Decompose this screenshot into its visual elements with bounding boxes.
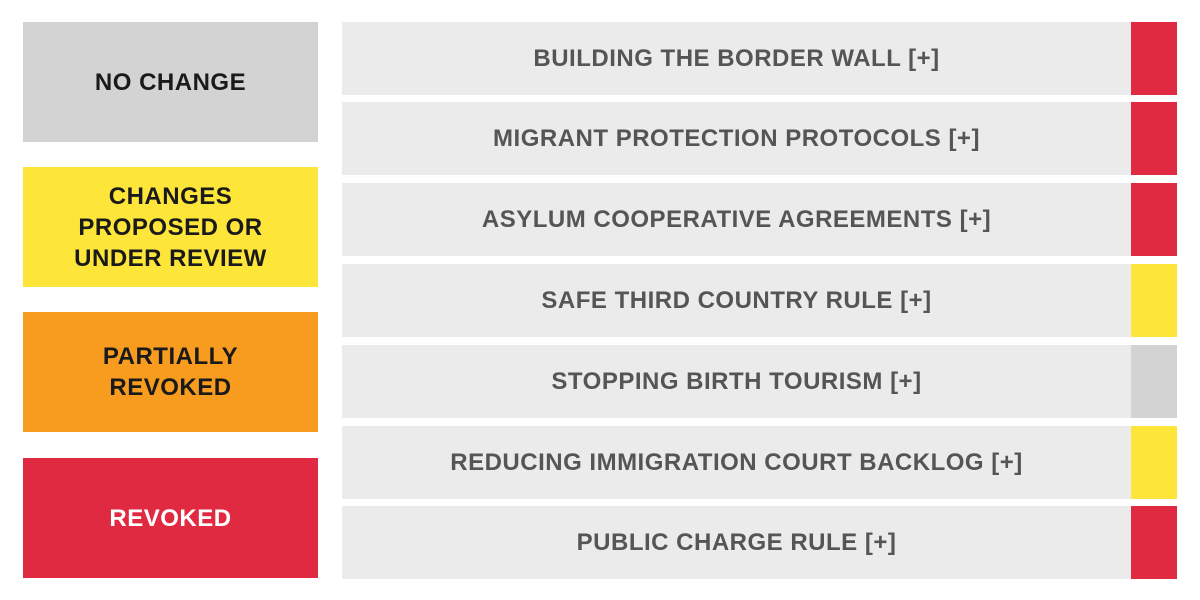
legend-item: PARTIALLY REVOKED <box>23 312 318 432</box>
legend-item: REVOKED <box>23 458 318 578</box>
status-indicator <box>1131 345 1177 418</box>
policy-row[interactable]: STOPPING BIRTH TOURISM [+] <box>342 345 1177 418</box>
policy-label[interactable]: STOPPING BIRTH TOURISM [+] <box>551 367 922 395</box>
policy-row[interactable]: REDUCING IMMIGRATION COURT BACKLOG [+] <box>342 426 1177 499</box>
policy-row[interactable]: MIGRANT PROTECTION PROTOCOLS [+] <box>342 102 1177 175</box>
status-indicator <box>1131 22 1177 95</box>
policy-row[interactable]: PUBLIC CHARGE RULE [+] <box>342 506 1177 579</box>
policy-label[interactable]: SAFE THIRD COUNTRY RULE [+] <box>541 286 932 314</box>
policy-row[interactable]: ASYLUM COOPERATIVE AGREEMENTS [+] <box>342 183 1177 256</box>
status-indicator <box>1131 183 1177 256</box>
policy-label[interactable]: PUBLIC CHARGE RULE [+] <box>576 528 897 556</box>
policy-label[interactable]: BUILDING THE BORDER WALL [+] <box>533 44 940 72</box>
policy-label[interactable]: ASYLUM COOPERATIVE AGREEMENTS [+] <box>481 205 992 233</box>
legend-item: CHANGES PROPOSED OR UNDER REVIEW <box>23 167 318 287</box>
legend-item: NO CHANGE <box>23 22 318 142</box>
status-indicator <box>1131 506 1177 579</box>
status-indicator <box>1131 264 1177 337</box>
policy-label[interactable]: REDUCING IMMIGRATION COURT BACKLOG [+] <box>450 448 1023 476</box>
policy-label[interactable]: MIGRANT PROTECTION PROTOCOLS [+] <box>493 124 980 152</box>
policy-row[interactable]: BUILDING THE BORDER WALL [+] <box>342 22 1177 95</box>
status-indicator <box>1131 102 1177 175</box>
status-indicator <box>1131 426 1177 499</box>
policy-row[interactable]: SAFE THIRD COUNTRY RULE [+] <box>342 264 1177 337</box>
